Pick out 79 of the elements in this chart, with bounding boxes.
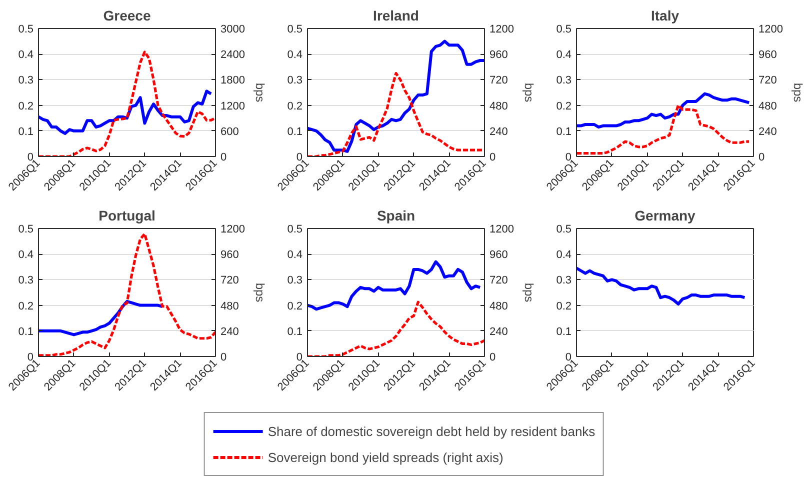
y2-tick-label: 0 — [220, 152, 227, 164]
y-tick-label: 0.2 — [18, 300, 34, 312]
y-tick-label: 0 — [565, 352, 572, 364]
y2-tick-label: 1800 — [220, 74, 245, 87]
y-tick-label: 0.1 — [287, 126, 303, 138]
y-tick-label: 0.3 — [556, 274, 572, 287]
y2-tick-label: 1200 — [220, 100, 245, 112]
y-tick-label: 0.1 — [556, 326, 572, 338]
y-tick-label: 0.2 — [556, 100, 572, 112]
legend-label: Sovereign bond yield spreads (right axis) — [268, 450, 504, 464]
y-tick-label: 0.3 — [287, 274, 303, 287]
y-tick-label: 0.4 — [18, 49, 34, 62]
y2-axis-title: bps — [790, 82, 805, 102]
y2-tick-label: 720 — [220, 274, 239, 287]
y2-tick-label: 240 — [490, 126, 508, 138]
y2-tick-label: 1200 — [758, 24, 783, 36]
y2-tick-label: 0 — [490, 352, 496, 364]
y-tick-label: 0.3 — [556, 74, 572, 87]
y-tick-label: 0.5 — [287, 24, 303, 36]
chart-title: Italy — [650, 8, 680, 24]
y2-tick-label: 960 — [220, 249, 239, 262]
y-tick-label: 0.3 — [18, 274, 34, 287]
y2-tick-label: 3000 — [220, 24, 245, 36]
y2-tick-label: 960 — [490, 49, 508, 62]
y2-tick-label: 0 — [490, 152, 496, 164]
y2-axis-title: bps — [252, 282, 267, 302]
y2-tick-label: 240 — [758, 126, 777, 138]
y2-tick-label: 720 — [490, 274, 508, 287]
y-tick-label: 0 — [565, 152, 572, 164]
y2-tick-label: 480 — [490, 300, 508, 312]
chart-title: Greece — [103, 8, 151, 24]
y-tick-label: 0.5 — [287, 224, 303, 236]
chart-title: Germany — [634, 208, 696, 224]
y2-tick-label: 960 — [758, 49, 777, 62]
y2-axis-title: bps — [522, 82, 536, 102]
y-tick-label: 0.5 — [556, 24, 572, 36]
y-tick-label: 0.4 — [18, 249, 34, 262]
y2-tick-label: 480 — [220, 300, 239, 312]
y-tick-label: 0.2 — [287, 100, 303, 112]
y2-tick-label: 720 — [758, 74, 777, 87]
y-tick-label: 0.1 — [18, 326, 34, 338]
y-tick-label: 0.4 — [556, 49, 572, 62]
y-tick-label: 0 — [27, 152, 34, 164]
chart-title: Spain — [376, 208, 416, 224]
y2-axis-title: bps — [522, 282, 536, 302]
y-tick-label: 0.3 — [287, 74, 303, 87]
y-tick-label: 0 — [27, 352, 34, 364]
y-tick-label: 0.4 — [287, 249, 303, 262]
y-tick-label: 0 — [296, 352, 303, 364]
y-tick-label: 0.5 — [556, 224, 572, 236]
y2-tick-label: 240 — [220, 326, 239, 338]
y-tick-label: 0.4 — [287, 49, 303, 62]
y2-tick-label: 600 — [220, 126, 239, 138]
y2-tick-label: 0 — [220, 352, 227, 364]
y2-tick-label: 480 — [490, 100, 508, 112]
y2-tick-label: 960 — [490, 249, 508, 262]
y2-tick-label: 1200 — [490, 224, 514, 236]
y2-tick-label: 0 — [758, 152, 765, 164]
y-tick-label: 0.5 — [18, 224, 34, 236]
legend-label: Share of domestic sovereign debt held by resident banks — [268, 424, 596, 438]
y-tick-label: 0.5 — [18, 24, 34, 36]
y-tick-label: 0.2 — [287, 300, 303, 312]
y2-tick-label: 1200 — [490, 24, 514, 36]
y-tick-label: 0.1 — [556, 126, 572, 138]
y-tick-label: 0 — [296, 152, 303, 164]
y2-tick-label: 2400 — [220, 49, 245, 62]
y-tick-label: 0.3 — [18, 74, 34, 87]
y-tick-label: 0.4 — [556, 249, 572, 262]
y2-tick-label: 240 — [490, 326, 508, 338]
y2-tick-label: 1200 — [220, 224, 245, 236]
y2-tick-label: 720 — [490, 74, 508, 87]
y2-tick-label: 480 — [758, 100, 777, 112]
y-tick-label: 0.1 — [287, 326, 303, 338]
y2-axis-title: bps — [252, 82, 267, 102]
y-tick-label: 0.2 — [18, 100, 34, 112]
y-tick-label: 0.2 — [556, 300, 572, 312]
y-tick-label: 0.1 — [18, 126, 34, 138]
chart-title: Portugal — [98, 208, 156, 224]
chart-title: Ireland — [373, 8, 419, 24]
